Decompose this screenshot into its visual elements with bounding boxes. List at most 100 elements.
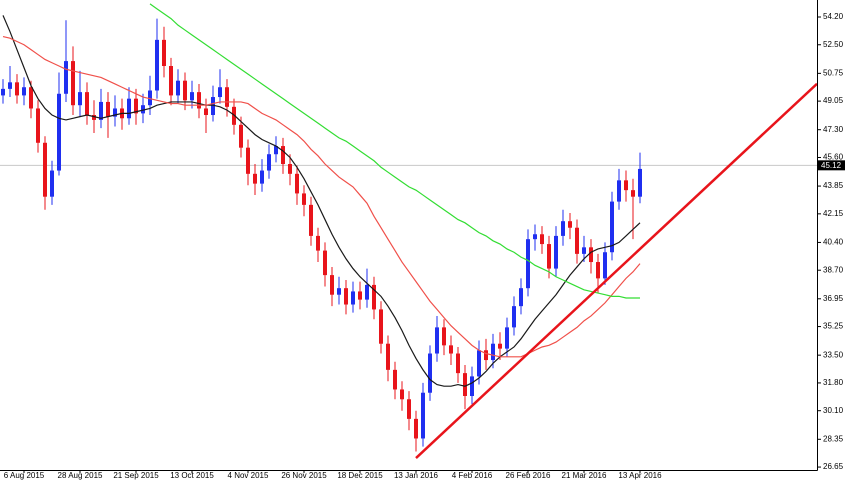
- candle-body: [288, 164, 292, 174]
- candle-body: [141, 105, 145, 114]
- candle-body: [1, 88, 5, 96]
- candle-body: [470, 376, 474, 396]
- candle-body: [190, 92, 194, 101]
- candle-body: [421, 392, 425, 439]
- candle-body: [372, 284, 376, 310]
- candle-body: [393, 369, 397, 390]
- candle-body: [386, 343, 390, 370]
- moving-average-line: [2, 15, 641, 387]
- y-tick-label: 36.95: [823, 294, 844, 303]
- candle-body: [582, 247, 586, 254]
- y-tick-label: 49.05: [823, 96, 844, 105]
- candle-body: [183, 80, 187, 101]
- x-tick-label: 13 Apr 2016: [618, 471, 662, 480]
- x-tick-label: 21 Mar 2016: [562, 471, 607, 480]
- last-price-tag: [818, 160, 845, 171]
- x-tick-label: 26 Feb 2016: [506, 471, 551, 480]
- x-tick-label: 18 Dec 2015: [337, 471, 383, 480]
- candle-body: [148, 90, 152, 106]
- candle-body: [246, 147, 250, 174]
- y-tick-label: 54.20: [823, 12, 844, 21]
- candle-body: [92, 115, 96, 120]
- candle-body: [281, 146, 285, 165]
- candle-body: [295, 173, 299, 194]
- candle-body: [505, 327, 509, 349]
- y-tick-label: 43.85: [823, 181, 844, 190]
- candle-body: [407, 399, 411, 419]
- candle-body: [463, 373, 467, 396]
- y-tick-label: 31.80: [823, 378, 844, 387]
- candle-body: [512, 306, 516, 328]
- x-tick-label: 26 Nov 2015: [281, 471, 327, 480]
- candle-body: [365, 284, 369, 300]
- x-tick-label: 21 Sep 2015: [113, 471, 159, 480]
- candle-body: [379, 309, 383, 344]
- candle-body: [547, 244, 551, 269]
- candle-body: [316, 235, 320, 251]
- candle-body: [484, 350, 488, 361]
- candle-body: [127, 98, 131, 119]
- y-tick-label: 47.30: [823, 125, 844, 134]
- x-tick-label: 13 Oct 2015: [170, 471, 214, 480]
- candle-body: [358, 291, 362, 300]
- candle-body: [274, 146, 278, 155]
- candle-body: [36, 108, 40, 143]
- candle-body: [253, 173, 257, 184]
- candle-body: [43, 142, 47, 197]
- candle-body: [638, 168, 642, 197]
- candle-body: [302, 193, 306, 205]
- y-tick-label: 45.60: [823, 153, 844, 162]
- candle-body: [64, 61, 68, 94]
- candle-body: [330, 275, 334, 295]
- candle-body: [610, 201, 614, 253]
- candle-body: [99, 101, 103, 120]
- candle-body: [400, 389, 404, 400]
- candle-body: [491, 343, 495, 361]
- candle-body: [155, 39, 159, 91]
- y-tick-label: 42.15: [823, 209, 844, 218]
- candle-body: [442, 327, 446, 346]
- y-tick-label: 35.25: [823, 322, 844, 331]
- candle-body: [50, 170, 54, 197]
- y-tick-label: 26.65: [823, 462, 844, 471]
- candle-body: [351, 291, 355, 305]
- candle-body: [85, 92, 89, 116]
- candle-body: [575, 227, 579, 254]
- candle-body: [449, 345, 453, 354]
- candle-body: [218, 87, 222, 98]
- candle-body: [540, 234, 544, 245]
- plot-area: [0, 3, 817, 459]
- candle-body: [267, 154, 271, 171]
- y-tick-label: 30.10: [823, 406, 844, 415]
- candle-body: [554, 235, 558, 269]
- candle-body: [22, 87, 26, 96]
- candle-body: [477, 350, 481, 377]
- candle-body: [113, 108, 117, 117]
- candle-body: [561, 221, 565, 236]
- candle-body: [57, 93, 61, 171]
- candle-body: [78, 92, 82, 106]
- candle-body: [624, 180, 628, 191]
- y-tick-label: 28.35: [823, 434, 844, 443]
- candle-body: [71, 61, 75, 106]
- x-tick-label: 4 Feb 2016: [452, 471, 493, 480]
- candle-body: [162, 39, 166, 66]
- x-tick-label: 13 Jan 2016: [394, 471, 439, 480]
- candle-body: [603, 252, 607, 279]
- y-tick-label: 38.70: [823, 265, 844, 274]
- candle-body: [211, 97, 215, 116]
- candle-body: [596, 262, 600, 279]
- y-tick-label: 40.40: [823, 238, 844, 247]
- candle-body: [533, 234, 537, 240]
- candle-body: [29, 87, 33, 109]
- y-tick-label: 33.50: [823, 350, 844, 359]
- candle-body: [309, 204, 313, 236]
- candle-body: [617, 180, 621, 202]
- candle-body: [631, 190, 635, 197]
- candle-body: [498, 343, 502, 349]
- candle-body: [225, 87, 229, 107]
- candle-body: [204, 108, 208, 116]
- last-price-label: 45.12: [821, 161, 842, 170]
